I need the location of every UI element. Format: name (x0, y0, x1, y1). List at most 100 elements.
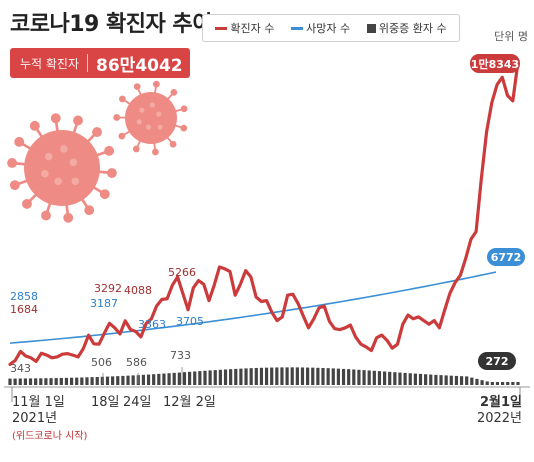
critical-bar (316, 367, 320, 385)
critical-bar (295, 367, 299, 385)
label-confirmed: 3292 (94, 282, 122, 295)
critical-bar (480, 380, 484, 385)
x-axis-note: (위드코로나 시작) (12, 429, 87, 442)
deaths-line (9, 271, 497, 344)
legend-label-critical: 위중증 환자 수 (378, 22, 447, 35)
year-label: 2022년 (477, 411, 522, 426)
label-critical: 506 (91, 356, 112, 369)
critical-bar (249, 368, 253, 385)
critical-bar (490, 382, 494, 385)
critical-bar (341, 368, 346, 385)
cumulative-label: 누적 확진자 (20, 56, 80, 71)
virus-spike-tip (7, 158, 18, 168)
virus-spike-tip (118, 132, 126, 140)
critical-bar (321, 367, 325, 385)
critical-bar (434, 374, 438, 385)
critical-bar (121, 375, 125, 385)
virus-spike-tip (50, 113, 61, 124)
critical-bar (152, 374, 156, 385)
virus-spike-tip (9, 180, 20, 191)
critical-bar (470, 377, 474, 385)
label-deaths-end: 6772 (491, 251, 522, 264)
critical-bar (172, 372, 176, 385)
critical-bar (80, 377, 84, 385)
critical-bar (39, 378, 43, 385)
critical-end-badge (478, 352, 516, 370)
cumulative-divider (87, 54, 89, 72)
critical-bar (157, 373, 161, 385)
unit-label: 단위 명 (494, 30, 528, 43)
virus-spike-tip (180, 105, 188, 113)
virus-spike-tip (169, 140, 177, 148)
virus-illustration-large (7, 113, 117, 223)
virus-spike-tip (41, 210, 51, 221)
critical-bar (111, 376, 115, 385)
virus-dot (71, 177, 80, 186)
virus-dot (54, 177, 62, 186)
virus-body (24, 130, 100, 206)
critical-bar (403, 372, 407, 385)
critical-bar (347, 369, 351, 385)
virus-spike-tip (63, 212, 74, 223)
virus-dot (149, 102, 155, 108)
critical-bar (259, 367, 264, 385)
critical-bar (300, 367, 305, 385)
x-tick-label: 18일 (91, 395, 120, 410)
legend-item-confirmed: 확진자 수 (215, 20, 274, 36)
virus-spike-tip (99, 189, 110, 200)
critical-bar (239, 368, 243, 385)
virus-spike-tip (14, 136, 25, 147)
virus-dot (60, 145, 68, 153)
critical-bar (18, 378, 22, 385)
virus-spike-tip (106, 168, 117, 178)
critical-bar (95, 376, 99, 385)
critical-bar (388, 371, 392, 385)
critical-bar (280, 367, 284, 385)
critical-bar (105, 376, 110, 385)
critical-bar (8, 378, 12, 385)
confirmed-series (8, 60, 520, 366)
critical-bar (413, 373, 417, 385)
critical-bar (439, 375, 443, 385)
critical-bar (193, 371, 197, 385)
critical-bar (398, 372, 402, 385)
year-label: 2021년 (12, 411, 57, 426)
critical-bar (264, 367, 269, 385)
virus-spike-tip (92, 127, 102, 138)
critical-bar (382, 371, 387, 385)
virus-spike-tip (84, 205, 95, 216)
critical-bar (254, 367, 258, 385)
data-labels: 1684 3292 4088 5266 1만8343 2858 3187 3363 3705 67… (10, 54, 525, 384)
critical-bar (54, 378, 58, 385)
label-critical: 733 (170, 349, 191, 362)
virus-dot (44, 152, 53, 161)
critical-bar (449, 375, 453, 385)
x-tick-label: 11월 1일 (12, 395, 65, 410)
critical-bar (429, 374, 433, 385)
critical-bar (90, 377, 94, 385)
critical-bar (141, 374, 146, 385)
critical-bar (306, 367, 310, 385)
label-confirmed-peak: 1만8343 (471, 57, 519, 71)
critical-bar (459, 376, 464, 385)
virus-spike-tip (180, 124, 188, 132)
critical-bar (311, 367, 315, 385)
virus-spike-tip (29, 120, 40, 131)
peak-badge (470, 54, 520, 73)
critical-bar (516, 382, 520, 385)
label-confirmed: 5266 (168, 266, 196, 279)
critical-bar (162, 373, 166, 385)
confirmed-line (8, 60, 520, 366)
critical-bar (275, 367, 279, 385)
critical-bar (352, 369, 356, 385)
critical-bar (49, 378, 53, 385)
critical-bar (501, 382, 505, 385)
critical-bar (223, 369, 228, 385)
virus-spike-tip (73, 115, 83, 126)
critical-bar (285, 367, 289, 385)
critical-bar (485, 381, 489, 385)
label-deaths: 2858 (10, 290, 38, 303)
legend-swatch-confirmed (215, 26, 228, 30)
virus-spike-tip (119, 95, 126, 103)
critical-bar (34, 378, 38, 385)
